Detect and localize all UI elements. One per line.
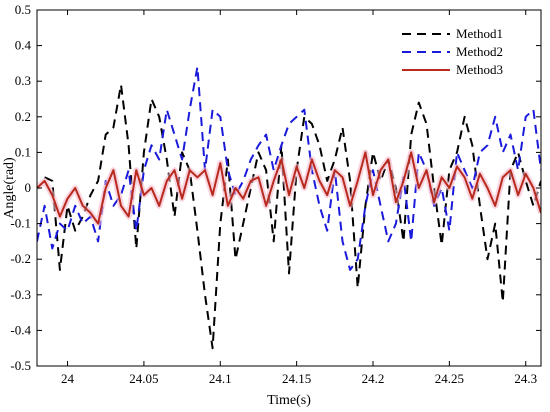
plot-lines [37, 66, 541, 350]
legend: Method1 Method2 Method3 [392, 17, 535, 83]
x-axis: 24 24.05 24.1 24.15 24.2 24.25 24.3 [61, 10, 537, 386]
x-tick-label: 24.3 [514, 371, 537, 386]
y-tick-label: 0.3 [15, 73, 31, 88]
y-tick-label: 0.5 [15, 2, 31, 17]
x-tick-label: 24.25 [435, 371, 464, 386]
y-tick-label: -0.2 [10, 251, 31, 266]
x-tick-label: 24.2 [362, 371, 385, 386]
y-axis-title: Angle(rad) [2, 157, 17, 219]
x-tick-label: 24 [61, 371, 75, 386]
y-tick-label: 0.1 [15, 144, 31, 159]
legend-label-method3: Method3 [456, 62, 503, 77]
y-tick-label: 0.2 [15, 109, 31, 124]
y-tick-label: -0.3 [10, 287, 31, 302]
series-line-method3 [37, 151, 541, 225]
legend-label-method1: Method1 [456, 26, 503, 41]
y-tick-label: 0 [25, 180, 32, 195]
y-axis: 0.5 0.4 0.3 0.2 0.1 0 -0.1 -0.2 -0.3 -0.4 -0.5 [10, 2, 541, 373]
x-tick-label: 24.1 [209, 371, 232, 386]
x-tick-label: 24.05 [129, 371, 158, 386]
y-tick-label: -0.5 [10, 358, 31, 373]
series-line-method1 [44, 83, 541, 350]
legend-label-method2: Method2 [456, 44, 503, 59]
legend-box [392, 17, 535, 83]
x-tick-label: 24.15 [282, 371, 311, 386]
x-axis-title: Time(s) [267, 393, 311, 408]
y-tick-label: 0.4 [15, 38, 32, 53]
y-tick-label: -0.1 [10, 216, 31, 231]
y-tick-label: -0.4 [10, 322, 31, 337]
